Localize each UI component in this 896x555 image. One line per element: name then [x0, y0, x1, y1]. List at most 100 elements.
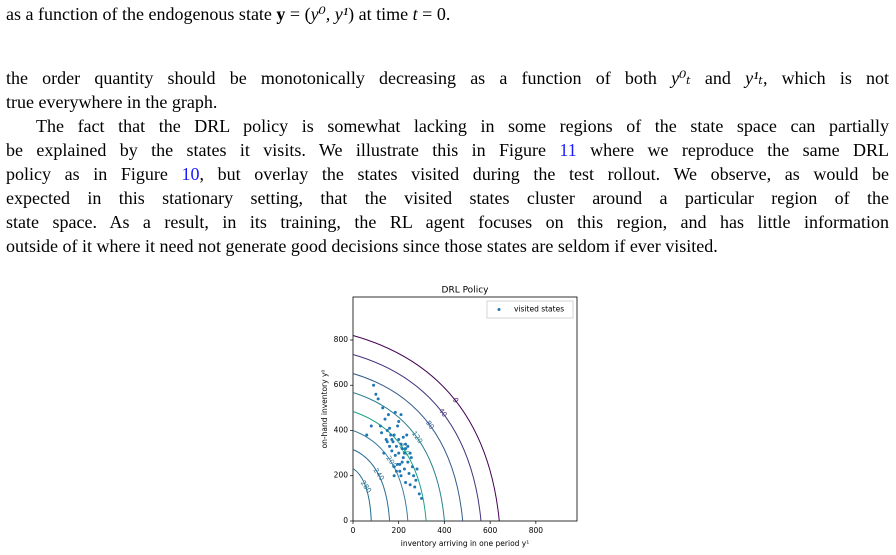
scatter-point: [408, 483, 412, 487]
scatter-point: [404, 481, 408, 485]
text-line: policy as in Figure 10, but overlay the …: [6, 162, 889, 186]
scatter-point: [406, 460, 410, 464]
figure-link[interactable]: 10: [181, 164, 200, 184]
scatter-point: [385, 428, 389, 432]
scatter-point: [399, 442, 403, 446]
scatter-point: [392, 433, 396, 437]
scatter-point: [374, 392, 378, 396]
y-tick-label: 600: [334, 380, 349, 389]
text: ) at time: [348, 4, 413, 24]
y-tick-label: 200: [334, 471, 349, 480]
math: y¹ₜ: [745, 68, 763, 88]
text-line: be explained by the states it visits. We…: [6, 138, 889, 162]
text-line: as a function of the endogenous state y …: [6, 2, 889, 26]
contour-label: 80: [424, 419, 436, 431]
scatter-point: [393, 453, 397, 457]
scatter-point: [388, 444, 392, 448]
scatter-point: [369, 424, 373, 428]
scatter-point: [397, 438, 401, 442]
scatter-point: [397, 419, 401, 423]
x-tick-label: 400: [437, 526, 452, 535]
scatter-point: [376, 397, 380, 401]
scatter-point: [408, 451, 412, 455]
text: outside of it where it need not generate…: [6, 236, 718, 256]
scatter-point: [399, 413, 403, 417]
math: t: [412, 4, 418, 24]
scatter-point: [388, 426, 392, 430]
scatter-point: [398, 462, 402, 466]
text: as a function of the endogenous state: [6, 4, 277, 24]
scatter-point: [409, 456, 413, 460]
scatter-point: [394, 444, 398, 448]
text: true everywhere in the graph.: [6, 92, 218, 112]
scatter-point: [412, 474, 416, 478]
text: state space. As a result, in its trainin…: [6, 212, 889, 232]
scatter-point: [405, 433, 409, 437]
text: , but overlay the states visited during …: [199, 164, 890, 184]
contour-line: [352, 334, 500, 522]
scatter-point: [400, 447, 404, 451]
scatter-point: [420, 496, 424, 500]
text-line: outside of it where it need not generate…: [6, 234, 889, 258]
text-line: state space. As a result, in its trainin…: [6, 210, 889, 234]
text-line: as a function of the endogenous state y …: [6, 2, 889, 26]
scatter-point: [414, 478, 418, 482]
scatter-point: [404, 442, 408, 446]
scatter-point: [407, 471, 411, 475]
scatter-point: [400, 460, 404, 464]
scatter-point: [399, 474, 403, 478]
math: y: [276, 4, 286, 24]
scatter-point: [383, 417, 387, 421]
x-tick-label: 600: [483, 526, 498, 535]
text-line: true everywhere in the graph.: [6, 90, 889, 114]
math: y⁰, y¹: [310, 4, 349, 24]
contour-line: [352, 353, 482, 522]
plot-area: [352, 296, 578, 522]
y-axis-label: on-hand inventory y⁰: [320, 370, 329, 449]
text: and: [690, 68, 746, 88]
scatter-point: [380, 431, 384, 435]
text: be explained by the states it visits. We…: [6, 140, 560, 160]
contour-line: [352, 430, 409, 522]
text: where we reproduce the same DRL: [576, 140, 890, 160]
scatter-point: [381, 406, 385, 410]
y-tick-label: 400: [334, 425, 349, 434]
text: the order quantity should be monotonical…: [6, 68, 672, 88]
scatter-point: [397, 451, 401, 455]
contour-line: [352, 372, 464, 522]
text: The fact that the DRL policy is somewhat…: [36, 116, 889, 136]
figure-link[interactable]: 11: [559, 140, 577, 160]
text-line: the order quantity should be monotonical…: [6, 66, 889, 90]
scatter-point: [402, 467, 406, 471]
text-line: expected in this stationary setting, tha…: [6, 186, 889, 210]
x-axis-label: inventory arriving in one period y¹: [401, 539, 530, 548]
scatter-point: [394, 469, 398, 473]
contour-line: [352, 468, 372, 522]
scatter-point: [384, 438, 388, 442]
y-tick-label: 800: [334, 335, 349, 344]
scatter-point: [372, 383, 376, 387]
chart-title: DRL Policy: [442, 286, 490, 296]
text: , which is not: [762, 68, 890, 88]
text-body: the order quantity should be monotonical…: [6, 66, 889, 258]
contour-label: 0: [451, 396, 460, 404]
scatter-point: [390, 438, 394, 442]
scatter-point: [393, 410, 397, 414]
contour-label: 40: [437, 407, 449, 419]
scatter-point: [410, 465, 414, 469]
scatter-point: [365, 433, 369, 437]
scatter-point: [385, 440, 389, 444]
text: policy as in Figure: [6, 164, 182, 184]
scatter-point: [398, 469, 402, 473]
x-tick-label: 800: [529, 526, 544, 535]
text: = (: [285, 4, 311, 24]
scatter-point: [386, 413, 390, 417]
scatter-point: [396, 462, 400, 466]
legend-label: visited states: [514, 305, 564, 314]
scatter-point: [415, 467, 419, 471]
x-tick-label: 0: [351, 526, 356, 535]
scatter-point: [402, 451, 406, 455]
scatter-point: [404, 447, 408, 451]
scatter-point: [392, 465, 396, 469]
